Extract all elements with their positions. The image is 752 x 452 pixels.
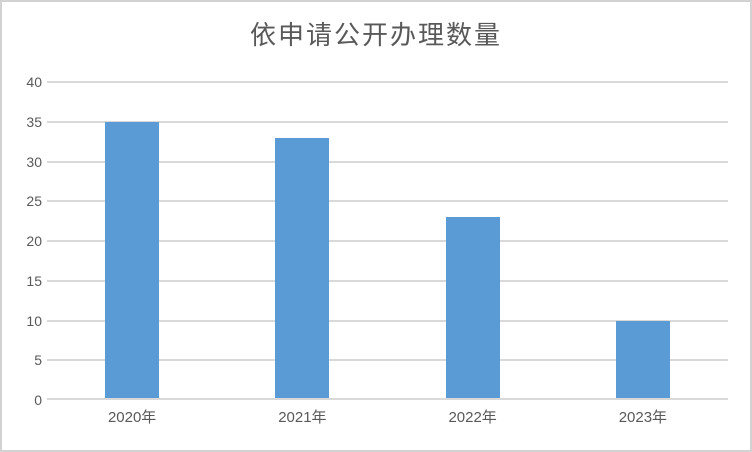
x-axis-label: 2020年 — [107, 409, 157, 426]
gridline — [47, 120, 728, 123]
plot-area — [47, 81, 728, 400]
bar — [445, 217, 500, 398]
chart-title: 依申请公开办理数量 — [249, 20, 502, 50]
y-tick-label: 0 — [34, 392, 42, 408]
gridline — [47, 81, 728, 83]
y-tick-label: 35 — [26, 113, 42, 130]
y-tick-label: 15 — [26, 272, 42, 289]
gridline — [47, 279, 728, 282]
y-tick-label: 25 — [26, 193, 42, 210]
x-axis-label: 2023年 — [618, 409, 668, 426]
x-axis-label: 2021年 — [278, 409, 327, 426]
bar — [275, 137, 330, 398]
y-tick-label: 10 — [26, 312, 42, 329]
y-tick-label: 20 — [26, 233, 42, 249]
x-axis-label: 2022年 — [448, 409, 497, 426]
y-tick-label: 5 — [34, 352, 42, 369]
y-tick-label: 40 — [26, 74, 42, 90]
gridline — [47, 200, 728, 203]
y-tick-label: 30 — [26, 153, 42, 170]
gridline — [47, 319, 728, 322]
bar — [615, 320, 670, 398]
gridline — [47, 160, 728, 163]
gridline — [47, 240, 728, 242]
bar — [105, 121, 160, 398]
gridline — [47, 398, 728, 400]
gridline — [47, 359, 728, 362]
